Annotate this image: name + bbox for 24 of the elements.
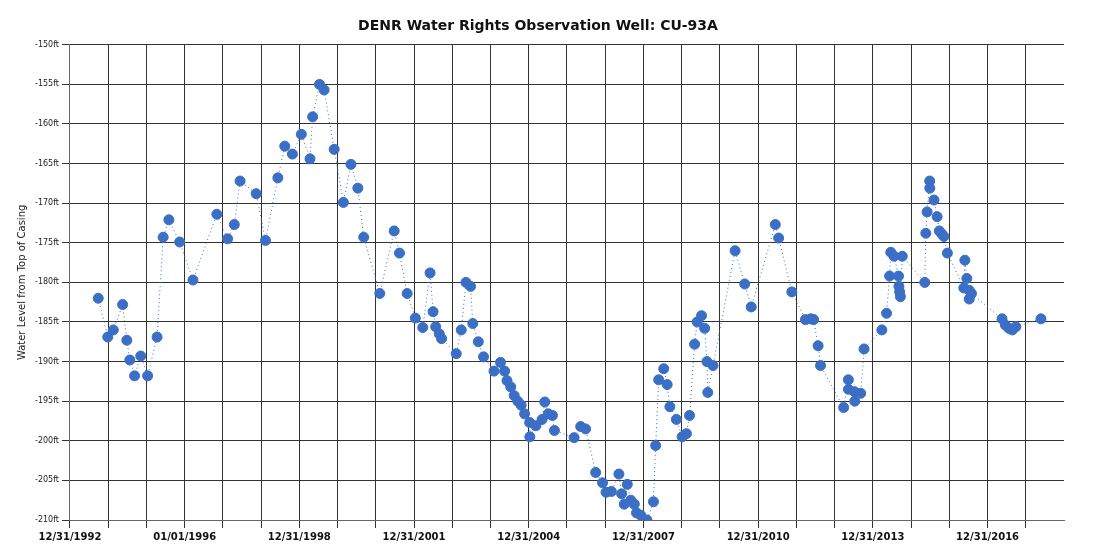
chart-title: DENR Water Rights Observation Well: CU-93A: [358, 17, 719, 34]
x-tick-label: 12/31/2007: [611, 530, 675, 542]
x-tick-label: 12/31/2004: [497, 530, 561, 542]
y-tick-label: -200ft: [35, 435, 59, 445]
y-tick-label: -185ft: [35, 317, 59, 327]
y-tick-label: -175ft: [35, 237, 59, 247]
y-tick-label: -165ft: [35, 158, 59, 168]
x-tick-label: 12/31/1998: [267, 530, 331, 542]
x-tick-label: 12/31/2016: [956, 530, 1020, 542]
y-tick-label: -210ft: [35, 515, 59, 525]
y-tick-label: -205ft: [35, 475, 59, 485]
y-tick-label: -195ft: [35, 396, 59, 406]
x-tick-label: 12/31/2001: [382, 530, 446, 542]
x-tick-label: 12/31/1992: [38, 530, 102, 542]
y-axis-title: Water Level from Top of Casing: [15, 204, 27, 361]
y-tick-label: -170ft: [35, 198, 59, 208]
y-tick-label: -150ft: [35, 39, 59, 49]
y-tick-label: -155ft: [35, 79, 59, 89]
y-tick-label: -160ft: [35, 119, 59, 129]
y-tick-label: -180ft: [35, 277, 59, 287]
y-tick-label: -190ft: [35, 356, 59, 366]
x-tick-label: 12/31/2013: [841, 530, 905, 542]
x-tick-label: 12/31/2010: [726, 530, 790, 542]
x-tick-label: 01/01/1996: [153, 530, 217, 542]
